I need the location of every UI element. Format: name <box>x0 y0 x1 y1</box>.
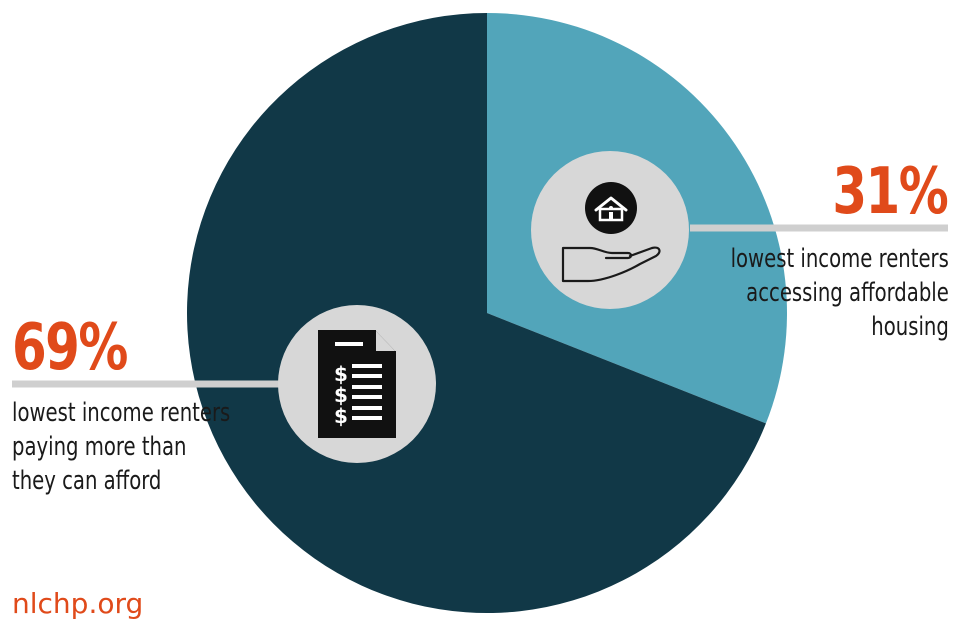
house-in-hand-icon <box>531 151 689 309</box>
source-url: nlchp.org <box>12 587 144 620</box>
svg-text:$: $ <box>334 362 348 386</box>
slice-31-description-line-1: lowest income renters <box>730 244 949 274</box>
bill-document-icon: $ $ $ <box>278 305 436 463</box>
svg-text:$: $ <box>334 383 348 407</box>
slice-69-description-line-3: they can afford <box>12 466 162 496</box>
slice-31-percent-label: 31% <box>832 155 948 229</box>
pie-slices <box>187 13 787 613</box>
slice-31-description: lowest income renters accessing affordab… <box>731 242 949 344</box>
slice-69-percent-label: 69% <box>12 311 128 385</box>
slice-69-description: lowest income renters paying more than t… <box>12 396 230 498</box>
svg-text:$: $ <box>334 404 348 428</box>
slice-31-description-line-2: accessing affordable <box>746 278 949 308</box>
slice-69-description-line-1: lowest income renters <box>12 398 231 428</box>
slice-69-description-line-2: paying more than <box>12 432 187 462</box>
slice-31-description-line-3: housing <box>871 312 949 342</box>
pie-slice-69 <box>187 13 766 613</box>
